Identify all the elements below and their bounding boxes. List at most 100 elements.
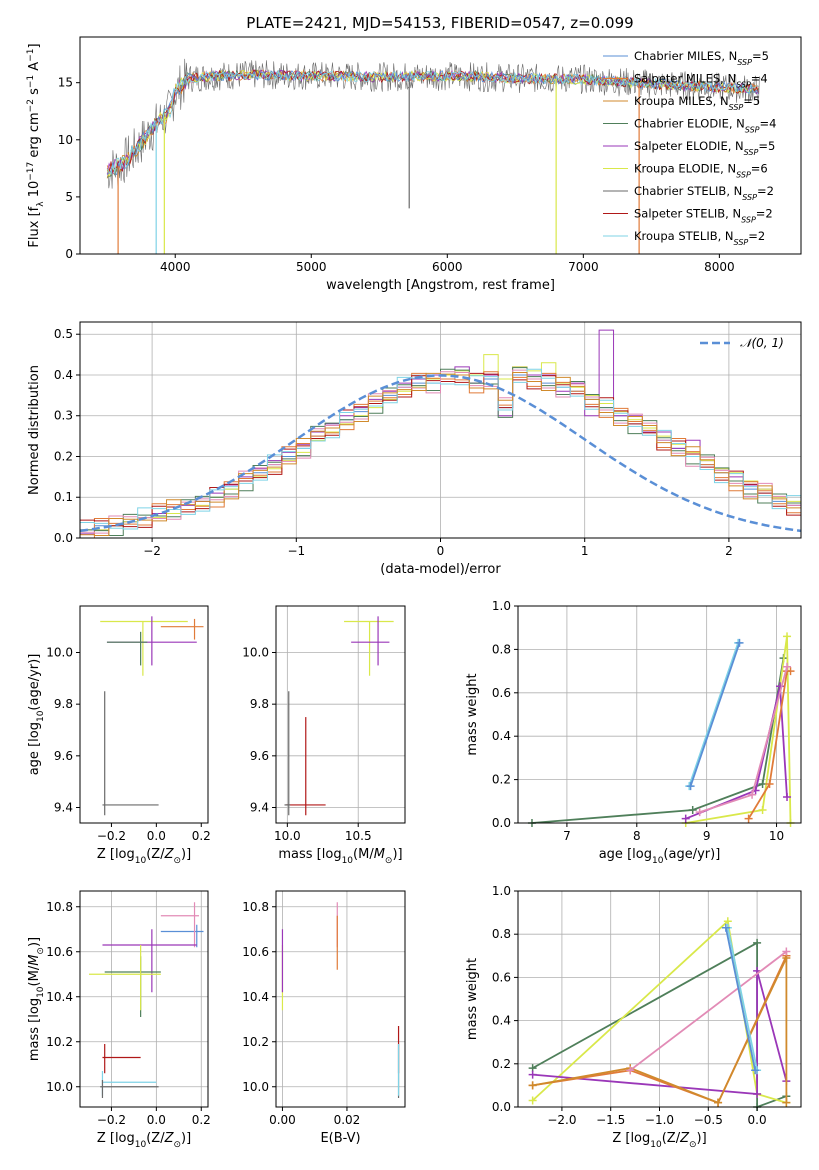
y-tick-label: 1.0 [492, 599, 511, 613]
axes-age_vs_mass [276, 606, 405, 823]
legend-label: Chabrier ELODIE, NSSP=4 [634, 117, 776, 135]
series-marker [753, 938, 762, 947]
ticks-residual_histogram: −2 −1 0 1 2 0.0 0.1 0.2 0.3 0.4 0.5 [54, 321, 802, 558]
labels-massweight_vs_age: age [log10(age/yr)] mass weight [465, 673, 720, 866]
series-marker [721, 923, 730, 932]
labels-massweight_vs_Z: Z [log10(Z/Z⊙)] mass weight [465, 958, 707, 1150]
axes-frame [79, 605, 209, 824]
axes-mass_vs_Z [80, 891, 208, 1107]
axes-frame [79, 36, 802, 255]
series-marker [686, 782, 695, 791]
y-tick-label: 10.0 [242, 646, 269, 660]
y-tick-label: 0.4 [492, 729, 511, 743]
histogram-legend: 𝒩(0, 1) [700, 336, 784, 350]
errorbar-group-age_vs_mass [284, 616, 394, 816]
histogram-step [79, 372, 801, 538]
x-tick-label: −0.2 [97, 1113, 126, 1127]
series-line [685, 636, 792, 824]
x-axis-label: E(B-V) [320, 1131, 360, 1146]
axes-mass_vs_ebv [276, 891, 405, 1107]
labels-mass_vs_Z: Z [log10(Z/Z⊙)] mass [log10(M/M⊙)] [27, 937, 191, 1150]
histogram-series-group [79, 329, 802, 539]
y-tick-label: 0.8 [492, 927, 511, 941]
labels-residual_histogram: (data-model)/error Normed distribution [27, 365, 501, 577]
y-tick-label: 0.0 [492, 1100, 511, 1114]
y-tick-label: 10.0 [46, 646, 73, 660]
series-group-massweight_vs_Z [528, 917, 791, 1111]
legend-label: Kroupa ELODIE, NSSP=6 [634, 162, 768, 180]
x-axis-label: Z [log10(Z/Z⊙)] [97, 1131, 191, 1150]
y-tick-label: 9.8 [250, 697, 269, 711]
legend-label: Kroupa STELIB, NSSP=2 [634, 229, 765, 247]
series-marker [765, 779, 774, 788]
series-marker [528, 1096, 537, 1105]
legend-label: Salpeter ELODIE, NSSP=5 [634, 139, 775, 157]
series-marker [753, 1090, 762, 1099]
series-marker [714, 1098, 723, 1107]
x-tick-label: 8000 [704, 260, 735, 274]
series-marker [695, 808, 704, 817]
series-line [531, 657, 785, 824]
labels-spectrum: wavelength [Angstrom, rest frame] Flux [f… [26, 43, 555, 293]
y-tick-label: 10.2 [242, 1035, 269, 1049]
spectrum-series-group [106, 58, 761, 254]
y-tick-label: 10.8 [46, 900, 73, 914]
x-tick-label: 8 [633, 829, 641, 843]
y-tick-label: 9.6 [54, 749, 73, 763]
errorbar-group-mass_vs_ebv [281, 902, 400, 1098]
errorbar-group-mass_vs_Z [88, 902, 204, 1098]
legend-label: Salpeter MILES, NSSP=4 [634, 72, 768, 90]
y-tick-label: 10.6 [242, 945, 269, 959]
y-tick-label: 0.6 [492, 970, 511, 984]
series-marker [758, 805, 767, 814]
y-tick-label: 10.4 [242, 990, 269, 1004]
x-tick-label: 0 [437, 544, 445, 558]
x-tick-label: −2 [143, 544, 161, 558]
x-tick-label: 0.0 [147, 829, 166, 843]
x-tick-label: 10.0 [274, 829, 301, 843]
y-tick-label: 0.8 [492, 642, 511, 656]
x-tick-label: 0.00 [269, 1113, 296, 1127]
series-marker [626, 1066, 635, 1075]
x-tick-label: 7000 [568, 260, 599, 274]
x-axis-label: wavelength [Angstrom, rest frame] [326, 278, 555, 293]
labels-mass_vs_ebv: E(B-V) [320, 1131, 360, 1146]
spectrum-line [106, 70, 759, 176]
x-tick-label: 1 [581, 544, 589, 558]
figure-title: PLATE=2421, MJD=54153, FIBERID=0547, z=0… [246, 14, 633, 32]
series-marker [758, 779, 767, 788]
x-tick-label: −0.5 [694, 1113, 723, 1127]
series-marker [528, 1070, 537, 1079]
x-tick-label: −2.0 [547, 1113, 576, 1127]
y-tick-label: 9.4 [54, 801, 73, 815]
y-tick-label: 10 [58, 133, 73, 147]
y-tick-label: 10.0 [46, 1080, 73, 1094]
series-marker [735, 638, 744, 647]
x-tick-label: 10.5 [345, 829, 372, 843]
y-axis-label: mass weight [465, 673, 480, 755]
legend-label: Chabrier STELIB, NSSP=2 [634, 184, 774, 202]
x-tick-label: 7 [563, 829, 571, 843]
series-line [688, 642, 739, 787]
x-tick-label: −1.0 [645, 1113, 674, 1127]
x-tick-label: 10 [769, 829, 784, 843]
x-tick-label: 0.02 [334, 1113, 361, 1127]
series-marker [786, 667, 795, 676]
axes-frame [79, 890, 209, 1108]
histogram-step [79, 369, 801, 538]
x-tick-label: 9 [703, 829, 711, 843]
legend-label: Chabrier MILES, NSSP=5 [634, 49, 769, 67]
x-tick-label: −1 [287, 544, 305, 558]
y-tick-label: 0.1 [54, 490, 73, 504]
axes-frame [517, 605, 802, 824]
y-axis-label: Normed distribution [27, 365, 42, 495]
series-marker [782, 947, 791, 956]
x-tick-label: 5000 [296, 260, 327, 274]
x-axis-label: Z [log10(Z/Z⊙)] [97, 847, 191, 866]
histogram-step [79, 368, 801, 538]
x-tick-label: 4000 [160, 260, 191, 274]
labels-age_vs_mass: mass [log10(M/M⊙)] [278, 847, 402, 866]
ticks-spectrum: 4000 5000 6000 7000 8000 0 5 10 15 [58, 36, 802, 274]
series-marker [782, 1098, 791, 1107]
y-tick-label: 5 [65, 190, 73, 204]
